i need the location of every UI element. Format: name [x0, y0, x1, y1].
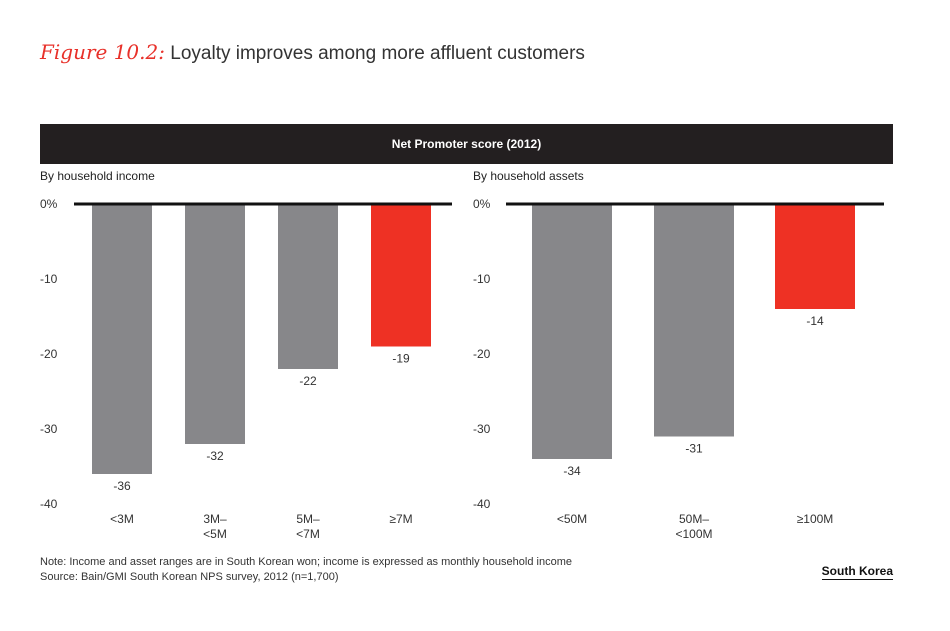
category-label: <5M [203, 527, 227, 541]
country-label: South Korea [821, 564, 893, 580]
y-tick-label: -20 [40, 347, 58, 361]
value-label: -19 [392, 352, 410, 366]
value-label: -14 [806, 314, 824, 328]
category-label: <50M [557, 512, 587, 526]
bar [371, 204, 431, 347]
category-label: ≥100M [797, 512, 834, 526]
category-label: 50M– [679, 512, 709, 526]
y-tick-label: -40 [40, 497, 58, 511]
panel-title: By household income [40, 169, 155, 183]
figure-title: Figure 10.2: Loyalty improves among more… [40, 40, 585, 65]
panel-title: By household assets [473, 169, 584, 183]
y-tick-label: -10 [40, 272, 58, 286]
figure-label: Figure 10.2: [40, 40, 165, 64]
value-label: -22 [299, 374, 317, 388]
value-label: -34 [563, 464, 581, 478]
value-label: -31 [685, 442, 703, 456]
y-tick-label: -40 [473, 497, 491, 511]
value-label: -36 [113, 479, 131, 493]
y-tick-label: 0% [40, 197, 58, 211]
note-text: Note: Income and asset ranges are in Sou… [40, 556, 572, 568]
y-tick-label: -30 [40, 422, 58, 436]
bar [654, 204, 734, 437]
chart-notes: Note: Income and asset ranges are in Sou… [40, 555, 572, 585]
bar [278, 204, 338, 369]
y-tick-label: -20 [473, 347, 491, 361]
y-tick-label: -30 [473, 422, 491, 436]
y-tick-label: 0% [473, 197, 491, 211]
category-label: <3M [110, 512, 134, 526]
bar [775, 204, 855, 309]
source-text: Source: Bain/GMI South Korean NPS survey… [40, 571, 339, 583]
category-label: 3M– [203, 512, 227, 526]
value-label: -32 [206, 449, 224, 463]
category-label: <100M [675, 527, 712, 541]
category-label: ≥7M [389, 512, 412, 526]
y-tick-label: -10 [473, 272, 491, 286]
bar [185, 204, 245, 444]
chart-banner: Net Promoter score (2012) [40, 124, 893, 164]
bar [532, 204, 612, 459]
figure-heading: Loyalty improves among more affluent cus… [170, 43, 585, 64]
category-label: 5M– [296, 512, 320, 526]
banner-title: Net Promoter score (2012) [391, 137, 542, 151]
category-label: <7M [296, 527, 320, 541]
bar [92, 204, 152, 474]
